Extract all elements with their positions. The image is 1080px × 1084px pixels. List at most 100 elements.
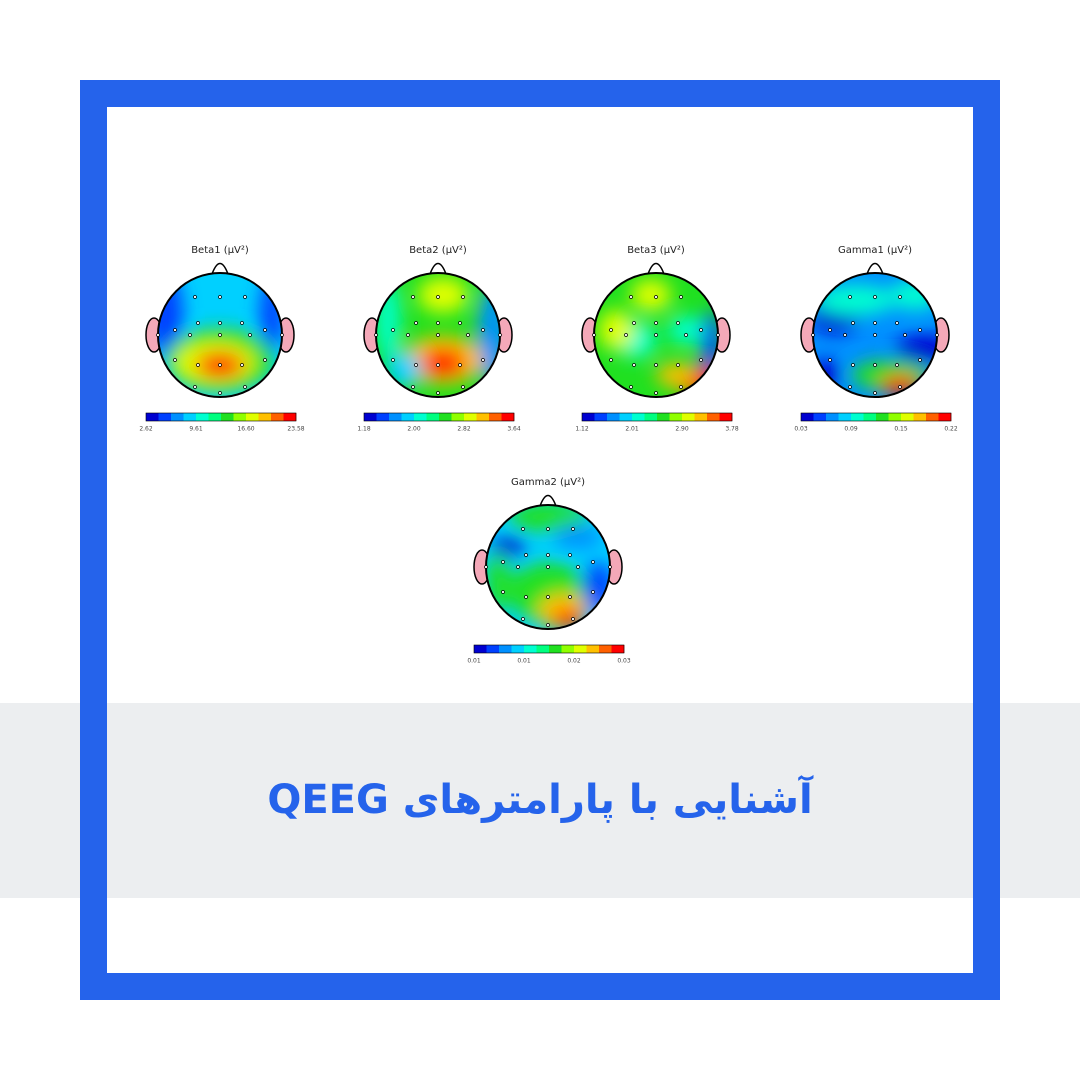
electrode xyxy=(484,565,488,569)
colorbar-segment xyxy=(511,645,525,653)
heat-blob xyxy=(598,310,634,350)
colorbar-tick-label: 0.01 xyxy=(517,658,531,665)
electrode xyxy=(684,333,688,337)
colorbar-segment xyxy=(501,413,515,421)
electrode xyxy=(873,333,877,337)
map-title: Gamma2 (μV²) xyxy=(511,477,585,488)
electrode xyxy=(873,363,877,367)
electrode xyxy=(411,295,415,299)
colorbar-segment xyxy=(913,413,927,421)
colorbar-segment xyxy=(561,645,575,653)
map-title: Beta1 (μV²) xyxy=(191,245,249,256)
electrode xyxy=(848,295,852,299)
colorbar-segment xyxy=(682,413,695,421)
electrode xyxy=(414,363,418,367)
electrode xyxy=(828,328,832,332)
colorbar-segment xyxy=(439,413,452,421)
colorbar-segment xyxy=(863,413,877,421)
colorbar-segment xyxy=(586,645,600,653)
electrode xyxy=(374,333,378,337)
electrode xyxy=(406,333,410,337)
colorbar-segment xyxy=(838,413,852,421)
colorbar-segment xyxy=(221,413,234,421)
colorbar-segment xyxy=(271,413,284,421)
electrode xyxy=(608,565,612,569)
electrode xyxy=(436,363,440,367)
colorbar-segment xyxy=(183,413,197,421)
colorbar-segment xyxy=(574,645,587,653)
electrode xyxy=(458,321,462,325)
electrode xyxy=(521,617,525,621)
electrode xyxy=(436,333,440,337)
electrode xyxy=(501,590,505,594)
electrode xyxy=(461,385,465,389)
heat-blob xyxy=(206,359,234,375)
colorbar-segment xyxy=(196,413,209,421)
map-title: Beta3 (μV²) xyxy=(627,245,685,256)
colorbar-segment xyxy=(524,645,537,653)
electrode xyxy=(918,328,922,332)
colorbar-border xyxy=(473,644,625,654)
electrode xyxy=(895,321,899,325)
colorbar-border xyxy=(581,412,733,422)
electrode xyxy=(935,333,939,337)
electrode xyxy=(501,560,505,564)
electrode xyxy=(243,295,247,299)
colorbar-segment xyxy=(246,413,259,421)
electrode xyxy=(461,295,465,299)
electrode xyxy=(654,295,658,299)
colorbar-tick-label: 9.61 xyxy=(189,426,203,433)
heat-blob xyxy=(553,525,603,549)
electrode xyxy=(218,391,222,395)
heat-blob xyxy=(668,316,704,344)
colorbar-segment xyxy=(451,413,465,421)
colorbar-segment xyxy=(599,645,612,653)
electrode xyxy=(591,560,595,564)
colorbar-segment xyxy=(851,413,864,421)
content-bottom xyxy=(107,898,973,973)
electrode xyxy=(173,358,177,362)
electrode xyxy=(391,358,395,362)
topomap: Beta2 (μV²) 1.18 2.00 2.82 3.64 xyxy=(357,245,521,433)
colorbar-border xyxy=(145,412,297,422)
colorbar-segment xyxy=(283,413,297,421)
electrode xyxy=(699,328,703,332)
heat-blob xyxy=(490,537,526,557)
electrode xyxy=(524,553,528,557)
electrode xyxy=(546,565,550,569)
electrode xyxy=(196,321,200,325)
electrode xyxy=(811,333,815,337)
electrode xyxy=(568,553,572,557)
electrode xyxy=(458,363,462,367)
nose xyxy=(429,262,447,275)
heat-blobs xyxy=(813,280,937,395)
electrode xyxy=(624,333,628,337)
electrode xyxy=(193,295,197,299)
heat-blob xyxy=(815,285,895,315)
colorbar-tick-label: 0.22 xyxy=(944,426,958,433)
electrode xyxy=(873,295,877,299)
colorbar-segment xyxy=(536,645,550,653)
colorbar-segment xyxy=(594,413,608,421)
nose xyxy=(539,494,557,507)
colorbar-segment xyxy=(644,413,658,421)
electrode xyxy=(240,321,244,325)
caption-band xyxy=(0,703,1080,898)
electrode xyxy=(516,565,520,569)
electrode xyxy=(173,328,177,332)
electrode xyxy=(903,333,907,337)
nose xyxy=(866,262,884,275)
colorbar-tick-label: 0.02 xyxy=(567,658,581,665)
colorbar-segment xyxy=(171,413,184,421)
heat-blob xyxy=(656,363,696,387)
heat-blob xyxy=(895,335,937,365)
electrode xyxy=(873,391,877,395)
electrode xyxy=(676,321,680,325)
colorbar-segment xyxy=(549,645,562,653)
electrode xyxy=(679,295,683,299)
topomap: Gamma2 (μV²) 0.01 0.01 0.02 0.03 xyxy=(467,477,631,665)
electrode xyxy=(898,295,902,299)
colorbar-segment xyxy=(657,413,670,421)
electrode xyxy=(524,595,528,599)
